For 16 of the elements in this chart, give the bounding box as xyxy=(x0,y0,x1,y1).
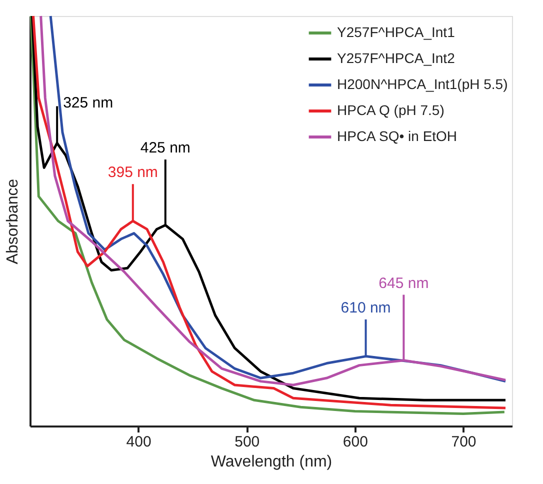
legend-label: HPCA Q (pH 7.5) xyxy=(337,102,444,118)
legend-label: Y257F^HPCA_Int2 xyxy=(337,50,456,66)
legend-label: H200N^HPCA_Int1(pH 5.5) xyxy=(337,76,508,92)
x-tick-label: 500 xyxy=(234,434,260,450)
legend-label: Y257F^HPCA_Int1 xyxy=(337,24,456,40)
x-tick-label: 600 xyxy=(342,434,368,450)
annotation: 610 nm xyxy=(340,299,391,316)
annotation: 395 nm xyxy=(108,164,158,182)
y-axis-title: Absorbance xyxy=(4,178,22,264)
annotation: 325 nm xyxy=(63,94,114,112)
annotation: 645 nm xyxy=(378,274,429,292)
legend-label: HPCA SQ• in EtOH xyxy=(337,128,458,144)
x-tick-label: 700 xyxy=(451,434,476,450)
x-tick-label: 400 xyxy=(126,434,152,450)
x-axis-title: Wavelength (nm) xyxy=(210,454,332,470)
annotation: 425 nm xyxy=(140,140,190,156)
